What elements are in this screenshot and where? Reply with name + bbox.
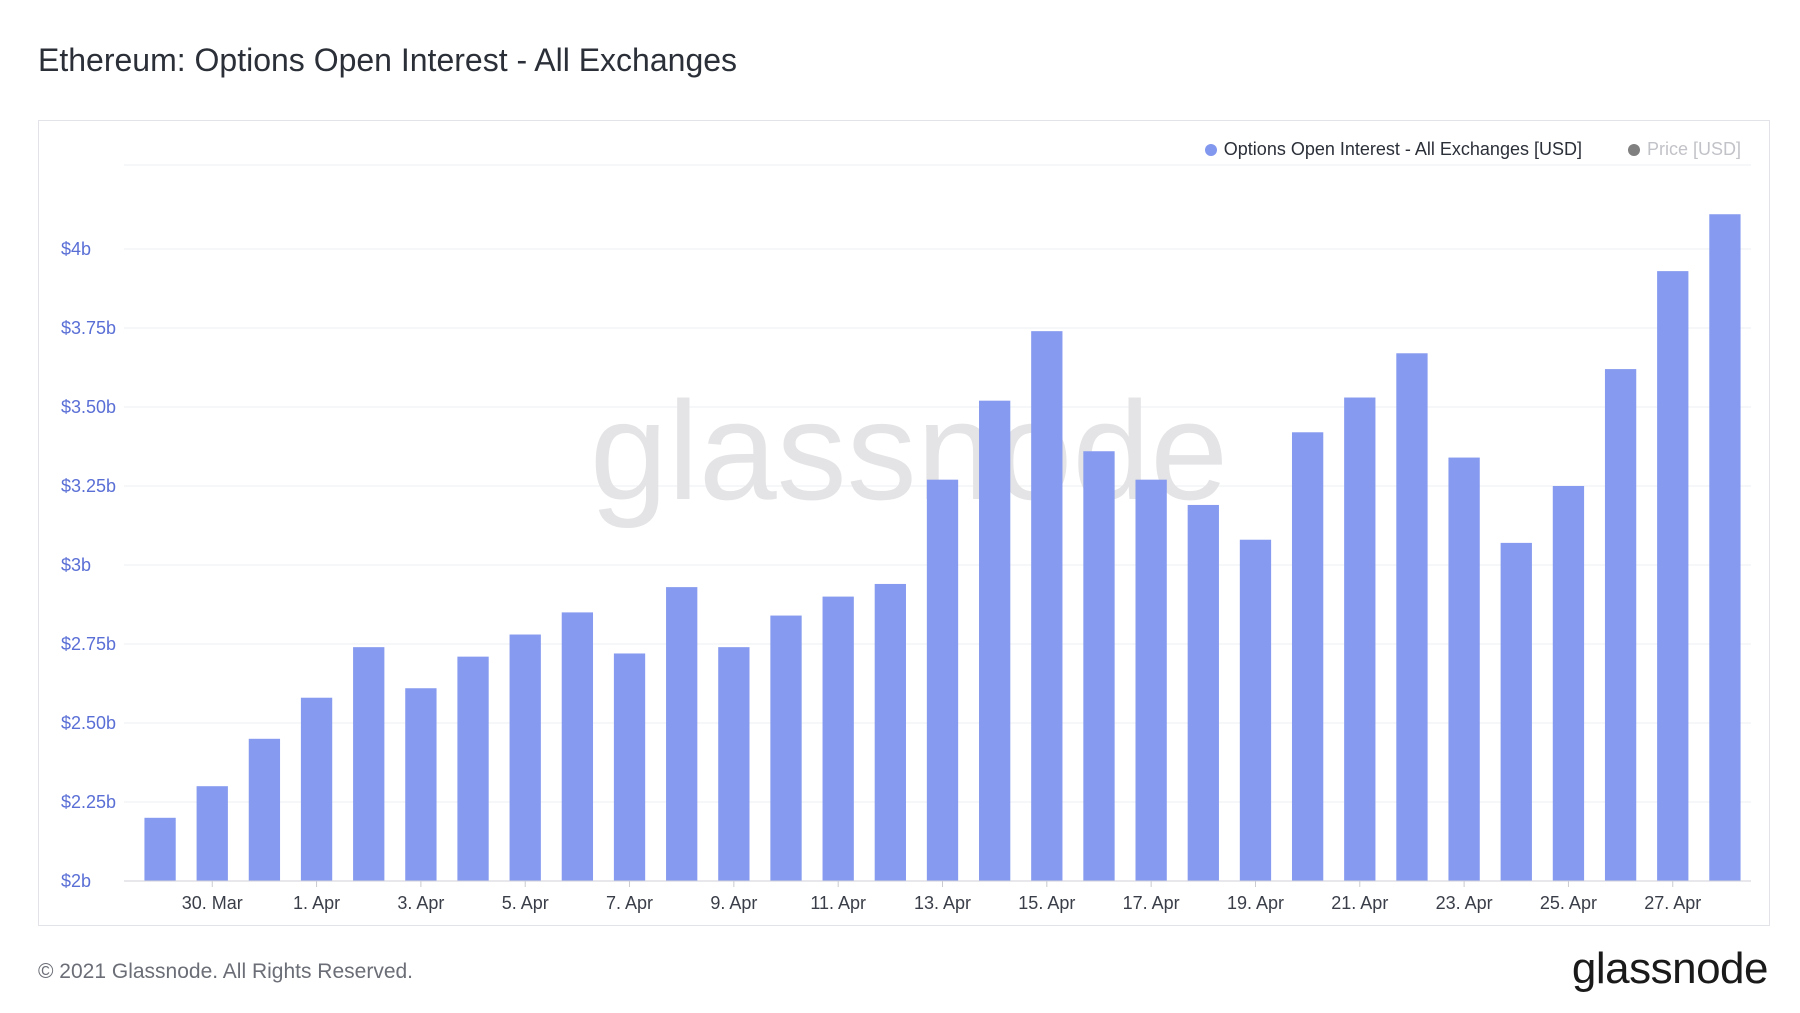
bar[interactable] bbox=[509, 634, 541, 881]
bar[interactable] bbox=[1291, 432, 1324, 881]
bar[interactable] bbox=[144, 817, 176, 881]
x-tick-label: 7. Apr bbox=[606, 893, 653, 913]
chart-area: Options Open Interest - All Exchanges [U… bbox=[38, 120, 1770, 926]
bar[interactable] bbox=[1448, 457, 1480, 881]
legend: Options Open Interest - All Exchanges [U… bbox=[1204, 139, 1741, 160]
bar[interactable] bbox=[1396, 353, 1428, 881]
x-tick-label: 1. Apr bbox=[293, 893, 340, 913]
bar[interactable] bbox=[1657, 271, 1689, 881]
y-tick-label: $4b bbox=[61, 239, 91, 259]
x-tick-label: 5. Apr bbox=[502, 893, 549, 913]
x-tick-label: 17. Apr bbox=[1123, 893, 1180, 913]
bar[interactable] bbox=[405, 688, 437, 881]
bar[interactable] bbox=[1239, 539, 1272, 881]
x-tick-label: 13. Apr bbox=[914, 893, 971, 913]
x-tick-label: 23. Apr bbox=[1436, 893, 1493, 913]
bar[interactable] bbox=[300, 697, 333, 881]
bar[interactable] bbox=[1604, 369, 1637, 881]
x-tick-label: 9. Apr bbox=[710, 893, 757, 913]
bar[interactable] bbox=[561, 612, 594, 881]
bar[interactable] bbox=[979, 400, 1011, 881]
y-tick-label: $2.25b bbox=[61, 792, 116, 812]
y-tick-label: $3.75b bbox=[61, 318, 116, 338]
bar[interactable] bbox=[196, 786, 228, 881]
y-tick-label: $3.50b bbox=[61, 397, 116, 417]
bar[interactable] bbox=[666, 587, 698, 881]
bar[interactable] bbox=[1552, 486, 1585, 881]
bar[interactable] bbox=[926, 479, 959, 881]
bar[interactable] bbox=[874, 583, 906, 881]
legend-dot-price bbox=[1627, 143, 1640, 156]
bar[interactable] bbox=[1135, 479, 1167, 881]
y-tick-label: $2.75b bbox=[61, 634, 116, 654]
x-tick-label: 3. Apr bbox=[397, 893, 444, 913]
y-tick-label: $3b bbox=[61, 555, 91, 575]
watermark: glassnode bbox=[590, 372, 1228, 529]
bar[interactable] bbox=[353, 647, 385, 881]
x-tick-label: 21. Apr bbox=[1331, 893, 1388, 913]
bar[interactable] bbox=[248, 738, 281, 881]
x-tick-label: 15. Apr bbox=[1018, 893, 1075, 913]
bar[interactable] bbox=[457, 656, 489, 881]
bar[interactable] bbox=[613, 653, 646, 881]
legend-item-price[interactable]: Price [USD] bbox=[1627, 139, 1741, 160]
bar[interactable] bbox=[1500, 542, 1532, 881]
y-tick-label: $2b bbox=[61, 871, 91, 891]
bar[interactable] bbox=[1031, 331, 1063, 881]
bar[interactable] bbox=[1083, 451, 1115, 881]
legend-dot-open-interest bbox=[1204, 143, 1217, 156]
chart-plot: $2b $2.25b $2.50b $2.75b $3b $3.25b $3.50b $3.7… bbox=[61, 164, 1751, 913]
x-tick-label: 11. Apr bbox=[810, 893, 866, 913]
legend-label-price: Price [USD] bbox=[1646, 139, 1741, 159]
y-tick-label: $3.25b bbox=[61, 476, 116, 496]
x-tick-label: 19. Apr bbox=[1227, 893, 1284, 913]
bar[interactable] bbox=[1187, 504, 1219, 881]
x-tick-label: 27. Apr bbox=[1644, 893, 1701, 913]
legend-item-open-interest[interactable]: Options Open Interest - All Exchanges [U… bbox=[1204, 139, 1582, 160]
bar[interactable] bbox=[822, 596, 854, 881]
chart-title: Ethereum: Options Open Interest - All Ex… bbox=[38, 42, 738, 78]
glassnode-logo: glassnode bbox=[1571, 944, 1769, 993]
legend-label-open-interest: Options Open Interest - All Exchanges [U… bbox=[1223, 139, 1582, 159]
y-tick-label: $2.50b bbox=[61, 713, 116, 733]
bar[interactable] bbox=[1709, 214, 1741, 881]
x-tick-label: 25. Apr bbox=[1540, 893, 1597, 913]
bar[interactable] bbox=[718, 647, 750, 881]
bar[interactable] bbox=[770, 615, 802, 881]
bar[interactable] bbox=[1344, 397, 1376, 881]
footer-copyright: © 2021 Glassnode. All Rights Reserved. bbox=[38, 960, 414, 983]
x-tick-label: 30. Mar bbox=[182, 893, 243, 913]
